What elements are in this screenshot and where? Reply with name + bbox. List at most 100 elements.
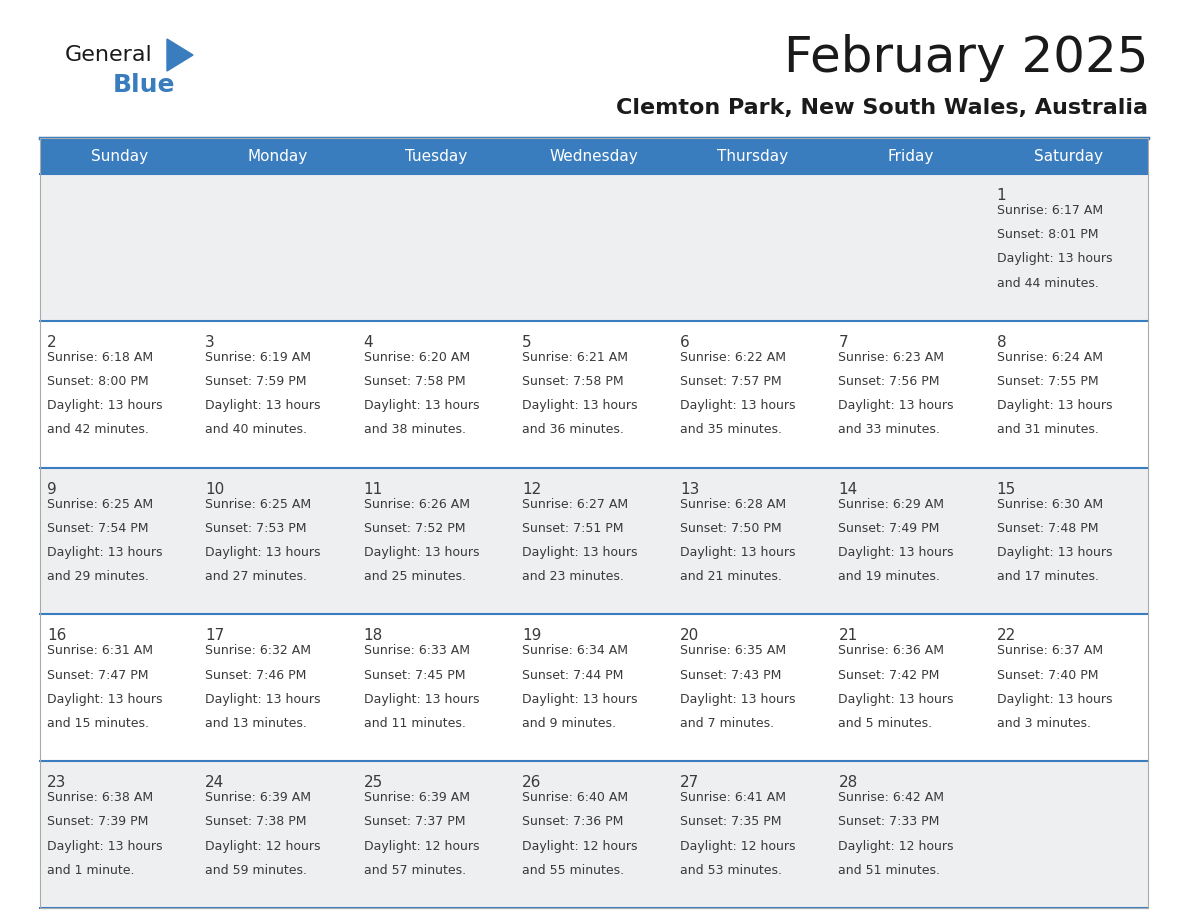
- Text: Sunrise: 6:17 AM: Sunrise: 6:17 AM: [997, 204, 1102, 217]
- Text: and 40 minutes.: and 40 minutes.: [206, 423, 308, 436]
- Text: General: General: [65, 45, 153, 65]
- Text: 17: 17: [206, 629, 225, 644]
- Text: Sunset: 7:55 PM: Sunset: 7:55 PM: [997, 375, 1099, 388]
- Text: Sunrise: 6:25 AM: Sunrise: 6:25 AM: [48, 498, 153, 510]
- Text: and 23 minutes.: and 23 minutes.: [522, 570, 624, 583]
- Text: Daylight: 13 hours: Daylight: 13 hours: [206, 546, 321, 559]
- Text: Sunset: 7:47 PM: Sunset: 7:47 PM: [48, 668, 148, 682]
- Text: Daylight: 13 hours: Daylight: 13 hours: [681, 546, 796, 559]
- Text: Daylight: 13 hours: Daylight: 13 hours: [48, 693, 163, 706]
- Text: Sunrise: 6:40 AM: Sunrise: 6:40 AM: [522, 791, 628, 804]
- Text: Daylight: 13 hours: Daylight: 13 hours: [522, 399, 637, 412]
- Text: Sunrise: 6:37 AM: Sunrise: 6:37 AM: [997, 644, 1102, 657]
- Text: Sunset: 7:58 PM: Sunset: 7:58 PM: [364, 375, 466, 388]
- Bar: [832, 467, 990, 614]
- Text: Sunrise: 6:20 AM: Sunrise: 6:20 AM: [364, 351, 469, 364]
- Bar: [40, 138, 1148, 174]
- Bar: [990, 761, 1148, 908]
- Text: 26: 26: [522, 775, 542, 790]
- Text: Sunrise: 6:24 AM: Sunrise: 6:24 AM: [997, 351, 1102, 364]
- Bar: [514, 614, 674, 761]
- Bar: [198, 614, 356, 761]
- Text: Daylight: 12 hours: Daylight: 12 hours: [206, 840, 321, 853]
- Text: Sunrise: 6:31 AM: Sunrise: 6:31 AM: [48, 644, 153, 657]
- Text: Sunrise: 6:39 AM: Sunrise: 6:39 AM: [364, 791, 469, 804]
- Text: 10: 10: [206, 482, 225, 497]
- Text: 23: 23: [48, 775, 67, 790]
- Text: 19: 19: [522, 629, 542, 644]
- Bar: [198, 761, 356, 908]
- Text: 27: 27: [681, 775, 700, 790]
- Text: and 5 minutes.: and 5 minutes.: [839, 717, 933, 730]
- Text: Sunrise: 6:41 AM: Sunrise: 6:41 AM: [681, 791, 786, 804]
- Bar: [198, 174, 356, 320]
- Text: Sunrise: 6:33 AM: Sunrise: 6:33 AM: [364, 644, 469, 657]
- Bar: [40, 320, 198, 467]
- Text: and 11 minutes.: and 11 minutes.: [364, 717, 466, 730]
- Text: Sunset: 7:45 PM: Sunset: 7:45 PM: [364, 668, 465, 682]
- Text: Daylight: 13 hours: Daylight: 13 hours: [839, 546, 954, 559]
- Text: Sunset: 7:46 PM: Sunset: 7:46 PM: [206, 668, 307, 682]
- Bar: [990, 467, 1148, 614]
- Text: Sunrise: 6:29 AM: Sunrise: 6:29 AM: [839, 498, 944, 510]
- Text: and 59 minutes.: and 59 minutes.: [206, 864, 308, 877]
- Text: Daylight: 13 hours: Daylight: 13 hours: [364, 399, 479, 412]
- Text: and 7 minutes.: and 7 minutes.: [681, 717, 775, 730]
- Bar: [832, 174, 990, 320]
- Text: Sunset: 8:00 PM: Sunset: 8:00 PM: [48, 375, 148, 388]
- Bar: [514, 174, 674, 320]
- Text: Sunrise: 6:22 AM: Sunrise: 6:22 AM: [681, 351, 786, 364]
- Text: Sunset: 7:33 PM: Sunset: 7:33 PM: [839, 815, 940, 828]
- Text: Sunset: 7:44 PM: Sunset: 7:44 PM: [522, 668, 624, 682]
- Bar: [356, 614, 514, 761]
- Text: Daylight: 12 hours: Daylight: 12 hours: [681, 840, 796, 853]
- Text: and 36 minutes.: and 36 minutes.: [522, 423, 624, 436]
- Text: Daylight: 13 hours: Daylight: 13 hours: [48, 840, 163, 853]
- Text: and 21 minutes.: and 21 minutes.: [681, 570, 782, 583]
- Text: Daylight: 13 hours: Daylight: 13 hours: [364, 693, 479, 706]
- Text: and 3 minutes.: and 3 minutes.: [997, 717, 1091, 730]
- Text: Sunset: 7:35 PM: Sunset: 7:35 PM: [681, 815, 782, 828]
- Text: and 9 minutes.: and 9 minutes.: [522, 717, 615, 730]
- Text: Sunset: 7:59 PM: Sunset: 7:59 PM: [206, 375, 307, 388]
- Text: Daylight: 13 hours: Daylight: 13 hours: [839, 399, 954, 412]
- Bar: [40, 138, 1148, 908]
- Text: February 2025: February 2025: [784, 34, 1148, 82]
- Text: Daylight: 13 hours: Daylight: 13 hours: [681, 399, 796, 412]
- Text: Sunrise: 6:32 AM: Sunrise: 6:32 AM: [206, 644, 311, 657]
- Text: 2: 2: [48, 335, 57, 350]
- Text: Daylight: 12 hours: Daylight: 12 hours: [839, 840, 954, 853]
- Text: Sunset: 7:48 PM: Sunset: 7:48 PM: [997, 521, 1098, 535]
- Text: and 51 minutes.: and 51 minutes.: [839, 864, 941, 877]
- Text: 12: 12: [522, 482, 541, 497]
- Text: 18: 18: [364, 629, 383, 644]
- Text: 6: 6: [681, 335, 690, 350]
- Text: 11: 11: [364, 482, 383, 497]
- Text: Daylight: 12 hours: Daylight: 12 hours: [364, 840, 479, 853]
- Text: Sunrise: 6:25 AM: Sunrise: 6:25 AM: [206, 498, 311, 510]
- Text: Sunrise: 6:30 AM: Sunrise: 6:30 AM: [997, 498, 1102, 510]
- Text: Sunrise: 6:23 AM: Sunrise: 6:23 AM: [839, 351, 944, 364]
- Bar: [40, 614, 198, 761]
- Text: 5: 5: [522, 335, 531, 350]
- Text: 15: 15: [997, 482, 1016, 497]
- Text: Sunrise: 6:36 AM: Sunrise: 6:36 AM: [839, 644, 944, 657]
- Text: Daylight: 13 hours: Daylight: 13 hours: [48, 546, 163, 559]
- Text: and 33 minutes.: and 33 minutes.: [839, 423, 941, 436]
- Text: Friday: Friday: [887, 149, 934, 163]
- Bar: [40, 174, 198, 320]
- Bar: [674, 320, 832, 467]
- Text: Daylight: 13 hours: Daylight: 13 hours: [997, 546, 1112, 559]
- Text: 1: 1: [997, 188, 1006, 203]
- Bar: [832, 761, 990, 908]
- Bar: [674, 467, 832, 614]
- Text: and 27 minutes.: and 27 minutes.: [206, 570, 308, 583]
- Bar: [674, 614, 832, 761]
- Text: Saturday: Saturday: [1035, 149, 1104, 163]
- Text: Sunset: 7:52 PM: Sunset: 7:52 PM: [364, 521, 465, 535]
- Bar: [514, 320, 674, 467]
- Text: Thursday: Thursday: [716, 149, 788, 163]
- Text: 14: 14: [839, 482, 858, 497]
- Text: Sunset: 7:42 PM: Sunset: 7:42 PM: [839, 668, 940, 682]
- Text: and 55 minutes.: and 55 minutes.: [522, 864, 624, 877]
